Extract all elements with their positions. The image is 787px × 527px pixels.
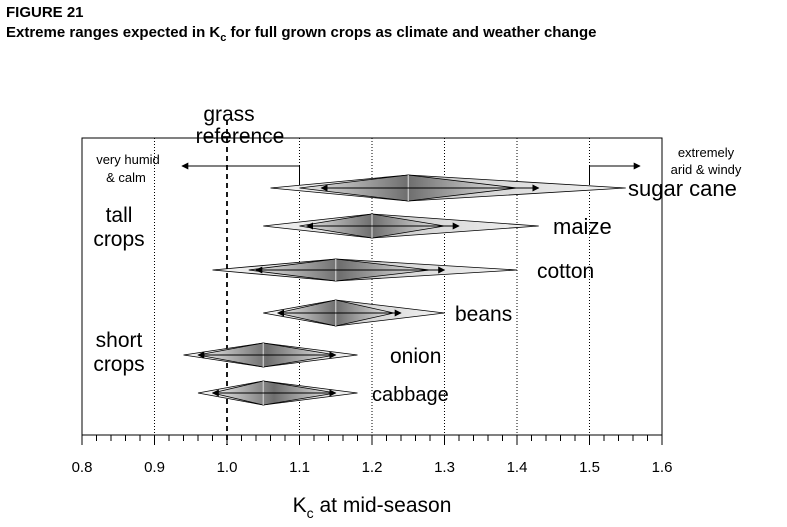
x-axis: 0.8 0.9 1.0 1.1 1.2 1.3 1.4 1.5 1.6 (72, 435, 673, 476)
figure-title-rest: for full grown crops as climate and weat… (226, 24, 597, 41)
x-axis-label-subscript: c (307, 505, 314, 521)
crop-label: onion (390, 345, 441, 368)
figure-title: Extreme ranges expected in Kc for full g… (6, 24, 596, 44)
x-axis-label-rest: at mid-season (314, 494, 452, 517)
group-label-short-line1: short (96, 329, 143, 352)
crop-label: cotton (537, 260, 594, 283)
crop-label: cabbage (372, 384, 449, 406)
tick-label: 1.3 (434, 459, 455, 476)
group-label-tall-line2: crops (93, 228, 144, 251)
reference-label-line1: grass (203, 103, 254, 126)
annotation-humid-line2: & calm (106, 170, 146, 185)
figure-label: FIGURE 21 (6, 4, 84, 21)
annotation-arid-line1: extremely (678, 145, 735, 160)
group-label-tall-line1: tall (106, 204, 133, 227)
crop-label: sugar cane (628, 176, 737, 201)
tick-label: 1.1 (289, 459, 310, 476)
tick-label: 1.2 (362, 459, 383, 476)
tick-label: 1.6 (652, 459, 673, 476)
annotation-arid-line2: arid & windy (671, 162, 742, 177)
x-axis-label: Kc at mid-season (293, 494, 452, 521)
group-label-short-line2: crops (93, 353, 144, 376)
crop-ranges: sugar cane maize cotton beans onion cabbage (181, 162, 737, 406)
crop-label: maize (553, 214, 612, 239)
crop-label: beans (455, 303, 512, 326)
figure-title-main: Extreme ranges expected in K (6, 24, 221, 41)
reference-label-line2: reference (196, 125, 285, 148)
tick-label: 1.5 (579, 459, 600, 476)
x-axis-label-main: K (293, 494, 307, 517)
annotation-humid-line1: very humid (96, 152, 160, 167)
figure-title-subscript: c (220, 32, 227, 44)
tick-label: 0.8 (72, 459, 93, 476)
tick-label: 0.9 (144, 459, 165, 476)
tick-label: 1.4 (507, 459, 528, 476)
tick-label: 1.0 (217, 459, 238, 476)
